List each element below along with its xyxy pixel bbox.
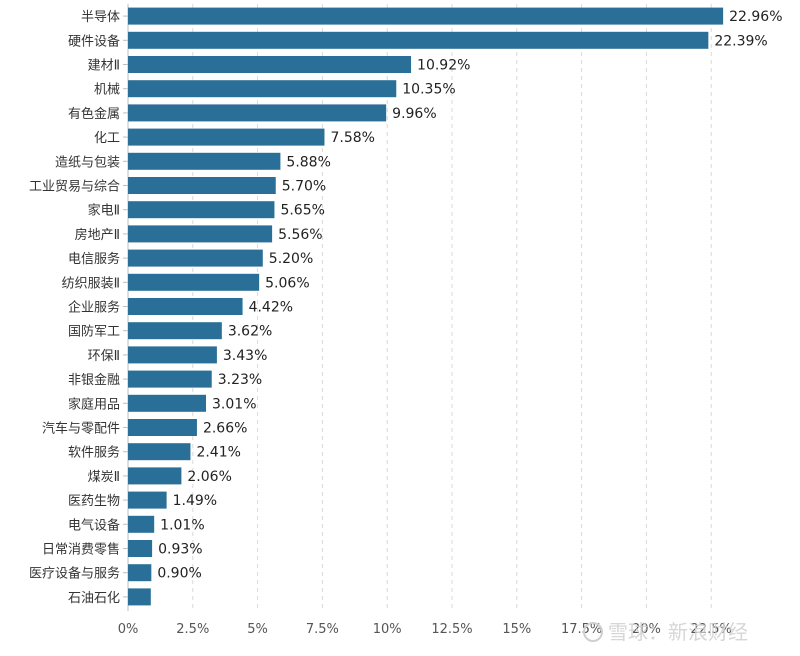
bar (128, 249, 263, 267)
bar (128, 346, 217, 364)
x-tick-label: 20% (632, 622, 661, 637)
category-label: 电信服务 (68, 251, 120, 267)
category-label: 硬件设备 (68, 33, 120, 49)
value-label: 5.56% (278, 227, 322, 243)
x-tick-label: 17.5% (561, 622, 602, 637)
category-label: 造纸与包装 (55, 155, 120, 170)
value-label: 3.43% (223, 348, 267, 364)
bars (128, 7, 724, 606)
value-label: 5.65% (280, 203, 324, 219)
category-label: 机械 (94, 83, 120, 98)
x-tick-label: 15% (502, 622, 531, 637)
bar (128, 273, 260, 291)
category-label: 家庭用品 (68, 396, 120, 412)
category-label: 有色金属 (68, 106, 120, 122)
bar (128, 56, 412, 73)
bar (128, 467, 182, 485)
bar (128, 7, 724, 25)
value-label: 7.58% (330, 130, 374, 146)
watermark: 雪球：新浪财经 (583, 620, 748, 644)
value-label: 22.96% (729, 9, 782, 25)
category-label: 非银金融 (68, 372, 120, 388)
bar (128, 225, 273, 243)
value-label: 2.66% (203, 421, 247, 437)
bar (128, 370, 212, 388)
watermark-text: 雪球：新浪财经 (608, 620, 748, 644)
category-label: 企业服务 (68, 300, 120, 316)
category-label: 软件服务 (68, 445, 120, 461)
value-label: 9.96% (392, 106, 436, 122)
category-label: 建材Ⅱ (88, 59, 120, 74)
category-label: 汽车与零配件 (42, 421, 120, 437)
bar (128, 419, 197, 436)
value-label: 2.41% (196, 445, 240, 461)
bar (128, 588, 151, 606)
category-label: 国防军工 (68, 324, 120, 340)
category-label: 医疗设备与服务 (29, 566, 120, 582)
category-label: 医药生物 (68, 494, 120, 509)
bar (128, 31, 709, 49)
category-label: 半导体 (81, 10, 120, 25)
watermark-logo-icon (583, 622, 603, 642)
x-tick-label: 10% (373, 622, 402, 637)
value-label: 22.39% (714, 33, 767, 49)
value-label: 0.90% (157, 566, 201, 582)
x-tick-label: 0% (118, 622, 139, 637)
category-label: 煤炭Ⅱ (88, 470, 120, 485)
value-label: 3.62% (228, 324, 272, 340)
value-label: 3.23% (218, 372, 262, 388)
category-label: 家电Ⅱ (88, 203, 120, 219)
category-label: 石油石化 (68, 591, 120, 606)
value-label: 1.49% (173, 493, 217, 509)
bar (128, 298, 243, 315)
bar (128, 322, 222, 340)
x-axis-ticks: 0% 2.5% 5% 7.5% 10% 12.5% 15% 17.5% 20% 22.5% (118, 622, 732, 637)
category-label: 日常消费零售 (42, 542, 120, 558)
bar (128, 564, 152, 582)
x-tick-label: 2.5% (176, 622, 209, 637)
category-label: 电气设备 (68, 517, 120, 533)
bar (128, 515, 155, 533)
value-label: 10.35% (402, 82, 455, 98)
x-tick-label: 12.5% (431, 622, 472, 637)
value-label: 0.93% (158, 542, 202, 558)
value-label: 5.88% (286, 154, 330, 170)
value-label: 4.42% (249, 300, 293, 316)
bar (128, 394, 207, 412)
bar (128, 80, 397, 98)
value-label: 5.06% (265, 275, 309, 291)
x-tick-label: 5% (247, 622, 268, 637)
bar (128, 104, 387, 122)
bar (128, 201, 275, 219)
category-label: 房地产Ⅱ (75, 227, 120, 243)
bar (128, 491, 167, 509)
category-label: 环保Ⅱ (88, 349, 120, 364)
value-label: 1.01% (160, 517, 204, 533)
category-label: 纺织服装Ⅱ (62, 276, 120, 291)
value-label: 10.92% (417, 58, 470, 74)
bar (128, 177, 276, 194)
category-label: 工业贸易与综合 (29, 180, 120, 195)
value-label: 2.06% (187, 469, 231, 485)
value-label: 3.01% (212, 396, 256, 412)
bar (128, 152, 281, 170)
value-labels: 22.96% 22.39% 10.92% 10.35% 9.96% 7.58%5.88% 5… (157, 9, 782, 582)
x-tick-label: 7.5% (306, 622, 339, 637)
bar (128, 128, 325, 146)
bar (128, 540, 153, 557)
value-label: 5.20% (269, 251, 313, 267)
bar (128, 443, 191, 461)
x-tick-label: 22.5% (691, 622, 732, 637)
category-label: 化工 (94, 131, 120, 146)
value-label: 5.70% (282, 179, 326, 195)
